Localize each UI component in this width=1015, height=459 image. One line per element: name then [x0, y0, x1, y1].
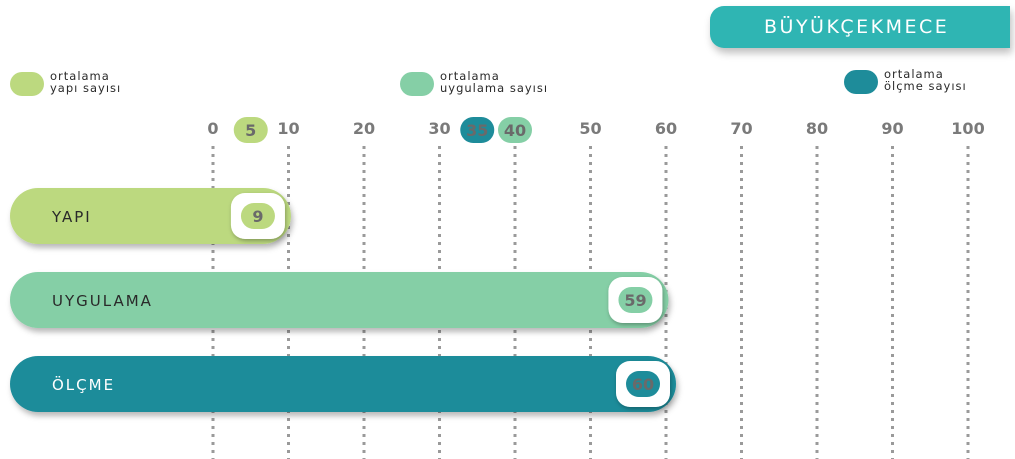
- bar: [10, 188, 291, 244]
- legend-label-uygulama: ortalama uygulama sayısı: [440, 70, 570, 94]
- value-label: 9: [252, 207, 263, 226]
- reference-markers: 5 35 40: [233, 117, 532, 143]
- legend-swatch-yapi: [10, 72, 44, 96]
- legend-line1: ortalama: [50, 69, 110, 83]
- category-label: UYGULAMA: [52, 292, 153, 310]
- tick-labels: 0 10 20 30 40 50 60 70 80 90 100: [207, 119, 984, 138]
- x-tick-label: 60: [655, 119, 677, 138]
- bar: [10, 272, 669, 328]
- legend-item-uygulama: ortalama uygulama sayısı: [400, 70, 570, 96]
- value-badge-fill: [240, 203, 275, 229]
- x-tick-label: 10: [277, 119, 299, 138]
- x-tick-label: 50: [579, 119, 601, 138]
- x-tick-label: 100: [951, 119, 984, 138]
- reference-marker: [460, 117, 495, 143]
- bar-group: YAPI 9: [10, 188, 291, 244]
- bar-group: UYGULAMA 59: [10, 272, 669, 328]
- x-tick-label: 80: [806, 119, 828, 138]
- reference-marker: [233, 117, 268, 143]
- x-tick-label: 20: [353, 119, 375, 138]
- bars: YAPI 9 UYGULAMA 59 ÖLÇME 60: [10, 188, 676, 412]
- x-tick-label: 30: [428, 119, 450, 138]
- bar-group: ÖLÇME 60: [10, 356, 676, 412]
- legend-swatch-olcme: [844, 70, 878, 94]
- category-label: YAPI: [51, 208, 92, 226]
- x-tick-label: 70: [730, 119, 752, 138]
- value-badge-fill: [626, 371, 660, 397]
- value-badge-fill: [618, 287, 653, 313]
- region-title-tab: BÜYÜKÇEKMECE: [710, 6, 1010, 48]
- legend-line1: ortalama: [884, 67, 944, 81]
- legend-swatch-uygulama: [400, 72, 434, 96]
- legend-line2: ölçme sayısı: [884, 79, 967, 93]
- value-label: 60: [632, 375, 654, 394]
- legend-line2: uygulama sayısı: [440, 81, 549, 95]
- x-tick-label: 0: [207, 119, 218, 138]
- legend-item-olcme: ortalama ölçme sayısı: [844, 68, 1014, 94]
- legend-label-yapi: ortalama yapı sayısı: [50, 70, 180, 94]
- bar: [10, 356, 676, 412]
- reference-marker: [498, 117, 532, 143]
- value-label: 59: [624, 291, 646, 310]
- category-label: ÖLÇME: [52, 375, 115, 394]
- region-title: BÜYÜKÇEKMECE: [764, 16, 950, 38]
- legend-item-yapi: ortalama yapı sayısı: [10, 70, 180, 96]
- x-tick-label: 90: [881, 119, 903, 138]
- legend-line1: ortalama: [440, 69, 500, 83]
- reference-marker-label: 40: [504, 121, 526, 140]
- legend-line2: yapı sayısı: [50, 81, 122, 95]
- reference-marker-label: 5: [245, 121, 256, 140]
- legend-label-olcme: ortalama ölçme sayısı: [884, 68, 1014, 92]
- reference-marker-label: 35: [466, 121, 488, 140]
